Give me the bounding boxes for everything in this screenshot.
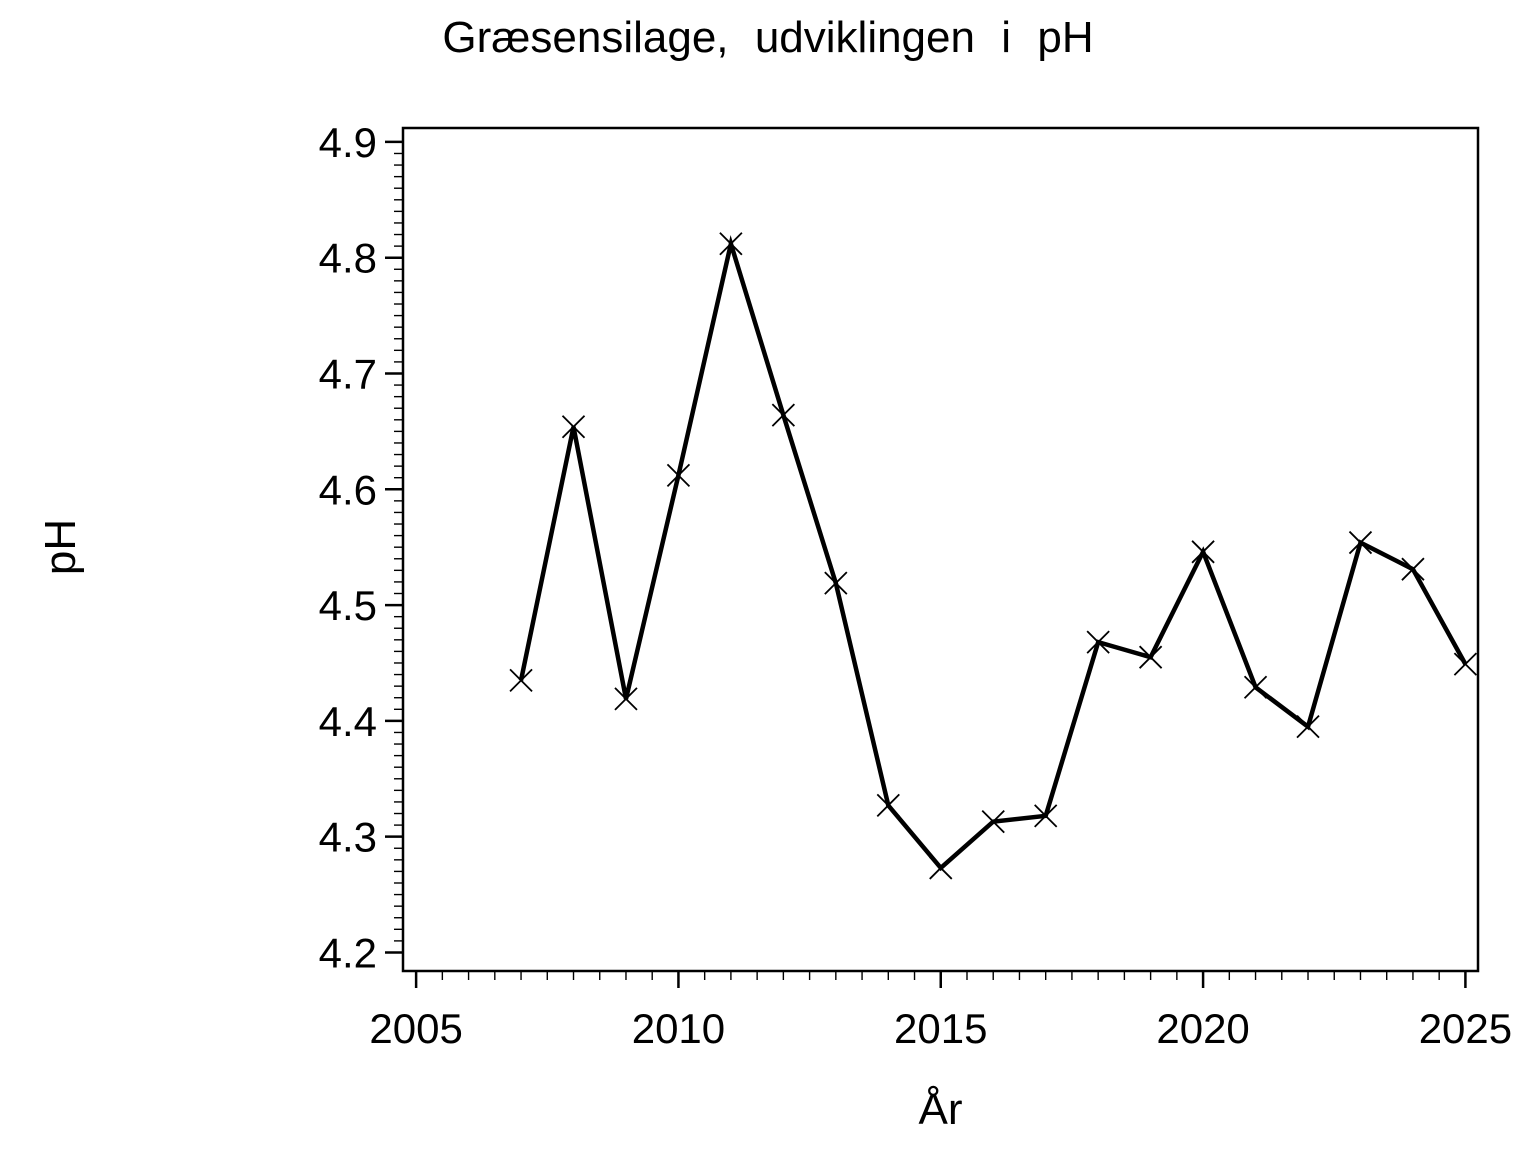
data-point-marker-x (561, 415, 586, 439)
x-tick-label: 2005 (369, 1005, 462, 1052)
x-tick-label: 2020 (1156, 1005, 1249, 1052)
data-point-marker-x (1296, 715, 1320, 739)
x-tick-label: 2025 (1419, 1005, 1512, 1052)
y-tick-label: 4.5 (319, 582, 377, 629)
y-tick-label: 4.8 (319, 235, 377, 282)
y-tick-label: 4.6 (319, 466, 377, 513)
data-point-marker-x (876, 793, 900, 818)
data-point-marker-x (1086, 630, 1110, 654)
data-point-marker-x (1348, 530, 1373, 555)
data-point-marker-x (1453, 652, 1478, 676)
data-point-marker-x (666, 463, 691, 488)
series-line (518, 235, 1468, 872)
data-point-marker-x (1138, 645, 1163, 669)
plot-frame (401, 126, 1480, 973)
y-tick-label: 4.4 (319, 698, 377, 745)
y-tick-label: 4.3 (319, 814, 377, 861)
data-point-marker-x (509, 668, 533, 692)
y-tick-label: 4.2 (319, 929, 377, 976)
data-point-marker-x (771, 403, 796, 427)
y-tick-label: 4.7 (319, 350, 377, 397)
data-point-marker-x (824, 571, 848, 595)
chart-title: Græsensilage, udviklingen i pH (442, 13, 1094, 62)
data-point-marker-x (1243, 675, 1268, 699)
data-point-marker-x (614, 687, 638, 711)
data-point-marker-x (929, 856, 953, 880)
x-axis-label: År (918, 1085, 963, 1134)
x-tick-label: 2015 (894, 1005, 987, 1052)
y-tick-label: 4.9 (319, 119, 377, 166)
data-point-marker-x (981, 809, 1005, 834)
x-tick-label: 2010 (632, 1005, 725, 1052)
data-point-marker-x (1191, 540, 1215, 564)
data-point-marker-x (1401, 557, 1425, 581)
data-point-marker-x (719, 232, 743, 256)
data-point-marker-x (1034, 804, 1058, 828)
